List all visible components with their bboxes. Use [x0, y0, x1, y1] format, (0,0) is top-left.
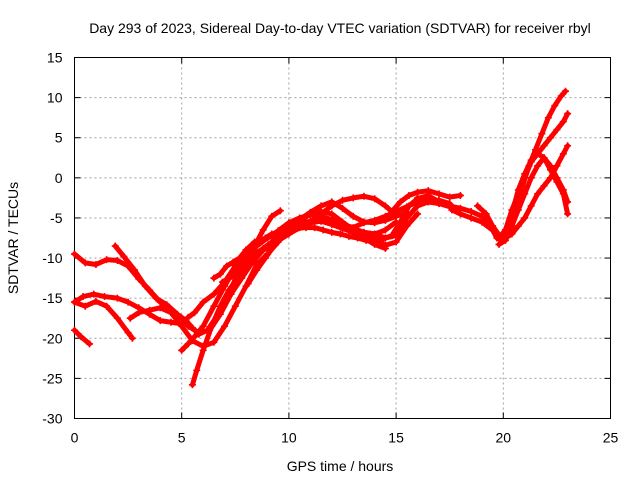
y-tick-label: -10 — [42, 250, 62, 266]
plus-markers — [414, 194, 454, 209]
chart-title: Day 293 of 2023, Sidereal Day-to-day VTE… — [89, 20, 591, 36]
y-axis-label: SDTVAR / TECUs — [5, 182, 21, 294]
y-tick-label: -25 — [42, 370, 62, 386]
plus-markers — [233, 207, 284, 274]
y-tick-label: 5 — [55, 130, 63, 146]
data-series — [71, 87, 572, 389]
series-track-4 — [71, 297, 136, 342]
plus-markers — [71, 297, 136, 342]
series-line — [234, 208, 283, 273]
series-track-17 — [501, 142, 572, 242]
series-track-1 — [71, 326, 94, 348]
x-tick-label: 20 — [496, 430, 512, 446]
x-axis-label: GPS time / hours — [287, 458, 394, 474]
x-tick-label: 10 — [281, 430, 297, 446]
plus-markers — [218, 198, 411, 286]
series-track-11 — [233, 207, 284, 274]
series-track-16 — [495, 154, 572, 248]
series-track-19 — [474, 202, 505, 242]
x-tick-label: 5 — [178, 430, 186, 446]
axis-ticks: 0 5 10 15 20 25 -30 -25 -20 -15 -10 -5 0 5 10 15 — [42, 50, 618, 446]
series-line — [415, 195, 453, 208]
plus-markers — [501, 142, 572, 242]
series-line — [475, 203, 504, 241]
plot-frame — [74, 57, 611, 419]
y-tick-label: 15 — [47, 50, 63, 66]
y-tick-label: 10 — [47, 90, 63, 106]
series-track-18 — [414, 194, 454, 209]
y-tick-label: 0 — [55, 170, 63, 186]
y-tick-label: -5 — [50, 210, 63, 226]
y-tick-label: -30 — [42, 411, 62, 427]
plus-markers — [71, 326, 94, 348]
x-tick-label: 0 — [71, 430, 79, 446]
series-line — [496, 155, 571, 247]
y-tick-label: -20 — [42, 330, 62, 346]
plus-markers — [474, 202, 505, 242]
x-tick-label: 25 — [603, 430, 619, 446]
x-tick-label: 15 — [388, 430, 404, 446]
y-tick-label: -15 — [42, 290, 62, 306]
series-track-9 — [218, 198, 411, 286]
